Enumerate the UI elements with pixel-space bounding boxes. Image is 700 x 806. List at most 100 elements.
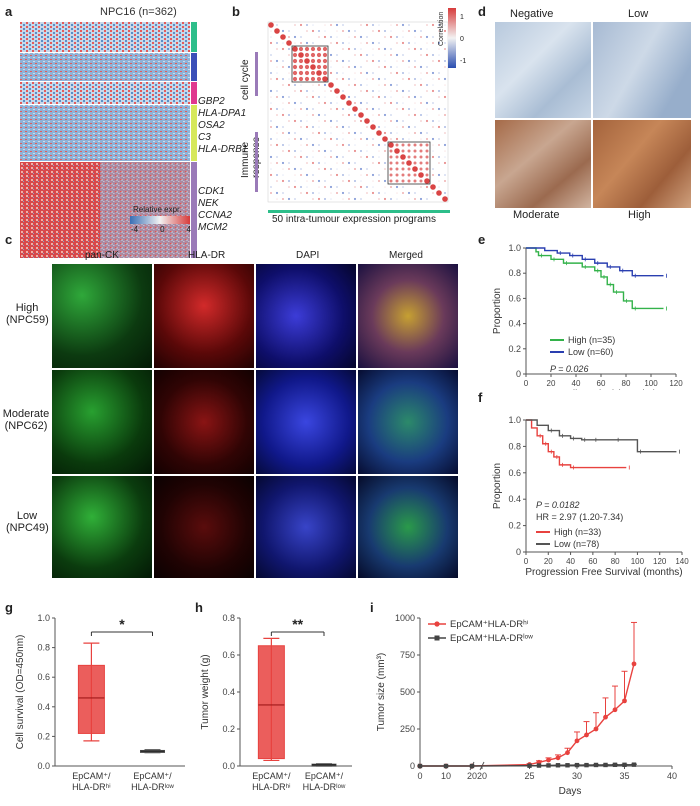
legend-label: Low (n=60) [568,347,613,357]
legend-marker [434,621,440,627]
corr-dot [304,76,310,82]
corr-dot [394,148,400,154]
corr-dot [305,191,309,195]
corr-dot [431,71,435,75]
corr-dot [276,96,278,98]
corr-dot [384,120,386,122]
corr-dot [282,42,284,44]
corr-dot [282,78,284,80]
corr-dot [396,126,398,128]
corr-dot [384,78,386,80]
corr-dot [294,150,296,152]
corr-dot [407,191,411,195]
immune-bar [255,132,258,192]
corr-dot [378,48,380,50]
corr-dot [348,192,350,194]
corr-dot [419,149,423,153]
corr-dot [437,41,441,45]
corr-dot [384,162,386,164]
micro-merged-low [358,476,458,578]
ihc-high-image [593,120,691,208]
corr-dot [282,174,284,176]
corr-dot [305,41,309,45]
corr-dot [444,156,446,158]
y-tick-label: 0.6 [37,672,50,682]
category-label: EpCAM⁺/ [305,771,344,781]
corr-dot [304,58,310,64]
micro-merged-moderate [358,370,458,474]
km-plot-overall-survival: 0 0.2 0.4 0.6 0.8 1.0 0 20 40 60 80 100 120 Overall s… [492,243,683,390]
corr-dot [341,125,345,129]
corr-dot [293,119,297,123]
corr-dot [353,197,357,201]
corr-dot [425,35,429,39]
corr-dot [408,30,410,32]
micro-hla-dr-moderate [154,370,254,474]
corr-dot [438,48,440,50]
corr-dot [360,180,362,182]
corr-dot [378,42,380,44]
micro-pan-ck-moderate [52,370,152,474]
corr-dot [329,53,333,57]
corr-dot [270,96,272,98]
corr-dot [304,46,310,52]
corr-dot [438,54,440,56]
legend-title: Relative expr. [133,205,182,214]
y-tick-label: 0.6 [222,650,235,660]
corr-dot [365,155,369,159]
corr-dot [316,52,322,58]
data-point [603,762,608,768]
corr-dot [366,60,368,62]
corr-dot [270,30,272,32]
corr-dot [306,162,308,164]
corr-dot [371,191,375,195]
corr-dot [316,70,322,76]
corr-dot [442,196,448,202]
legend-marker [434,635,440,641]
corr-dot [348,78,350,80]
corr-dot [294,108,296,110]
corr-dot [299,155,303,159]
corr-dot [420,186,422,188]
corr-dot [335,41,339,45]
label-immune-response: Immune response [240,137,262,178]
km-plot-progression-free: 0 0.2 0.4 0.6 0.8 1.0 0 20 40 60 80 100 120 140Progre… [492,415,689,578]
colorbar-title: Correlation [438,11,445,46]
corr-dot [347,29,351,33]
corr-dot [371,173,375,177]
corr-dot [382,136,388,142]
corr-dot [288,78,290,80]
corr-dot [378,150,380,152]
corr-dot [281,113,285,117]
corr-dot [306,156,308,158]
corr-dot [432,54,434,56]
corr-dot [330,90,332,92]
corr-dot [432,120,434,122]
corr-dot [389,101,393,105]
corr-dot [354,186,356,188]
corr-dot [390,120,392,122]
colorbar-tick-zero: 0 [460,36,464,43]
corr-dot [384,84,386,86]
corr-dot [312,198,314,200]
panel-label-h: h [195,600,203,615]
corr-dot [444,84,446,86]
corr-dot [306,96,308,98]
corr-dot [341,143,345,147]
corr-dot [419,131,423,135]
corr-dot [425,155,429,159]
corr-dot [270,144,272,146]
corr-dot [294,138,296,140]
corr-dot [413,113,417,117]
corr-dot [432,168,434,170]
corr-dot [372,54,374,56]
corr-dot [396,102,398,104]
corr-dot [360,72,362,74]
corr-dot [335,173,339,177]
corr-dot [336,96,338,98]
corr-dot [354,30,356,32]
gene-list-immune: GBP2 HLA-DPA1 OSA2 C3 HLA-DRB1 [198,96,248,155]
corr-dot [437,107,441,111]
corr-dot [282,198,284,200]
corr-dot [396,24,398,26]
